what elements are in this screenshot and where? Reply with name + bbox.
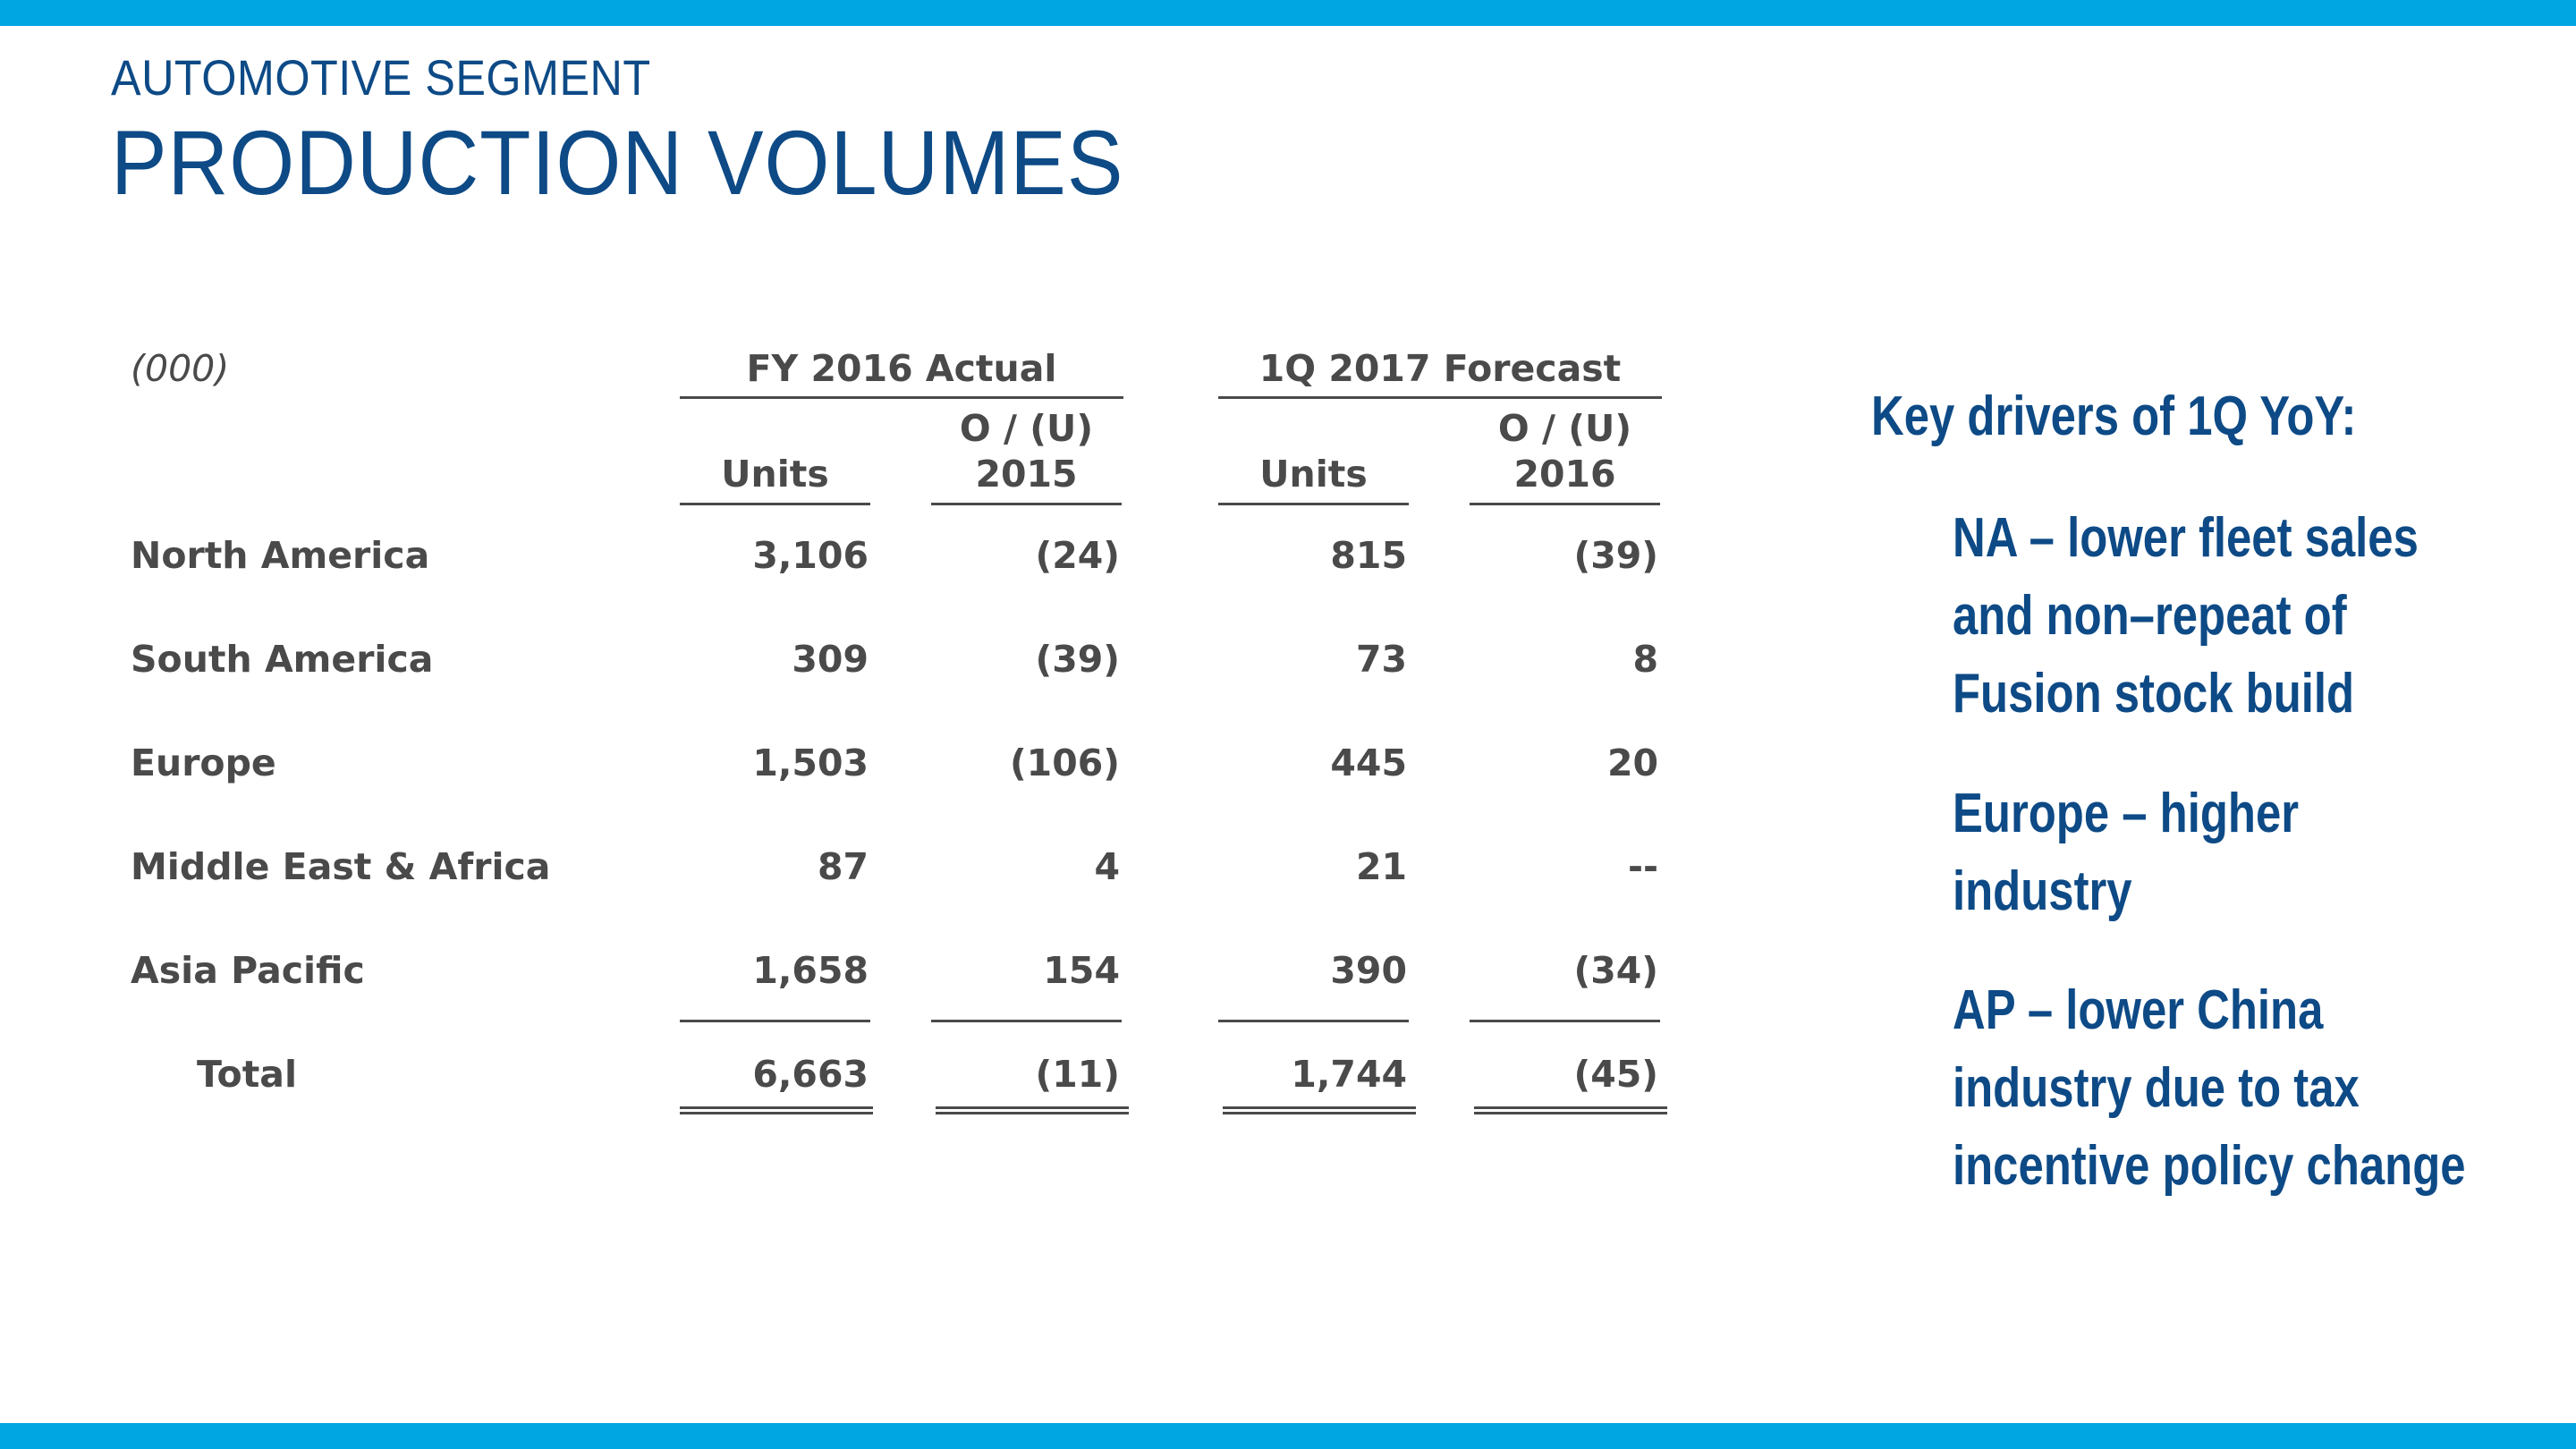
col-header-ou-2016-line1: O / (U) — [1497, 407, 1632, 450]
table-cell: 1,658 — [752, 949, 869, 992]
table-cell: 154 — [1043, 949, 1120, 992]
total-cell: (11) — [1035, 1053, 1120, 1096]
subtotal-rule — [931, 1020, 1122, 1022]
total-cell: 6,663 — [752, 1053, 869, 1096]
table-cell: 87 — [817, 845, 869, 888]
driver-line: and non–repeat of — [1953, 585, 2347, 647]
col-rule — [680, 503, 870, 505]
row-region: Middle East & Africa — [131, 845, 551, 888]
subtotal-rule — [1470, 1020, 1660, 1022]
group-header-1q2017: 1Q 2017 Forecast — [1258, 347, 1622, 390]
subtotal-rule — [680, 1020, 870, 1022]
total-cell: (45) — [1573, 1053, 1658, 1096]
table-cell: (24) — [1035, 534, 1120, 577]
total-double-rule — [1223, 1106, 1416, 1114]
total-double-rule — [936, 1106, 1129, 1114]
table-cell: 309 — [792, 638, 869, 681]
table-cell: 73 — [1355, 638, 1407, 681]
total-label: Total — [197, 1053, 298, 1096]
col-rule — [1218, 503, 1409, 505]
table-cell: 3,106 — [752, 534, 869, 577]
driver-line: AP – lower China — [1953, 979, 2324, 1041]
row-region: Asia Pacific — [131, 949, 365, 992]
table-cell: 445 — [1330, 741, 1407, 784]
group-rule-1q2017 — [1218, 396, 1662, 399]
driver-line: Europe – higher — [1953, 783, 2300, 844]
top-accent-bar — [0, 0, 2576, 26]
col-header-ou-2015-line2: 2015 — [975, 453, 1078, 496]
group-header-fy2016: FY 2016 Actual — [746, 347, 1057, 390]
table-cell: 8 — [1632, 638, 1658, 681]
driver-line: NA – lower fleet sales — [1953, 507, 2419, 569]
table-cell: -- — [1627, 845, 1658, 888]
col-header-ou-2016-line2: 2016 — [1513, 453, 1616, 496]
row-region: North America — [131, 534, 430, 577]
col-rule — [931, 503, 1122, 505]
unit-label: (000) — [131, 347, 230, 390]
driver-line: Fusion stock build — [1953, 663, 2355, 724]
table-cell: 4 — [1094, 845, 1120, 888]
row-region: South America — [131, 638, 434, 681]
group-rule-fy2016 — [680, 396, 1123, 399]
table-cell: 1,503 — [752, 741, 869, 784]
table-cell: 390 — [1330, 949, 1407, 992]
subtotal-rule — [1218, 1020, 1409, 1022]
col-header-units-1q2017: Units — [1259, 453, 1368, 496]
col-rule — [1470, 503, 1660, 505]
table-cell: (39) — [1035, 638, 1120, 681]
table-cell: (39) — [1573, 534, 1658, 577]
table-cell: 815 — [1330, 534, 1407, 577]
section-subtitle: AUTOMOTIVE SEGMENT — [111, 49, 651, 106]
row-region: Europe — [131, 741, 276, 784]
total-double-rule — [680, 1106, 873, 1114]
key-drivers-heading: Key drivers of 1Q YoY: — [1871, 386, 2357, 447]
col-header-ou-2015-line1: O / (U) — [959, 407, 1094, 450]
table-cell: 20 — [1606, 741, 1658, 784]
table-cell: 21 — [1355, 845, 1407, 888]
total-double-rule — [1474, 1106, 1667, 1114]
page-title: PRODUCTION VOLUMES — [111, 112, 1124, 214]
table-cell: (34) — [1573, 949, 1658, 992]
col-header-units-2016: Units — [721, 453, 829, 496]
driver-line: industry due to tax — [1953, 1057, 2360, 1119]
table-cell: (106) — [1009, 741, 1120, 784]
bottom-accent-bar — [0, 1423, 2576, 1449]
driver-line: incentive policy change — [1953, 1135, 2466, 1197]
total-cell: 1,744 — [1291, 1053, 1407, 1096]
driver-line: industry — [1953, 860, 2132, 922]
